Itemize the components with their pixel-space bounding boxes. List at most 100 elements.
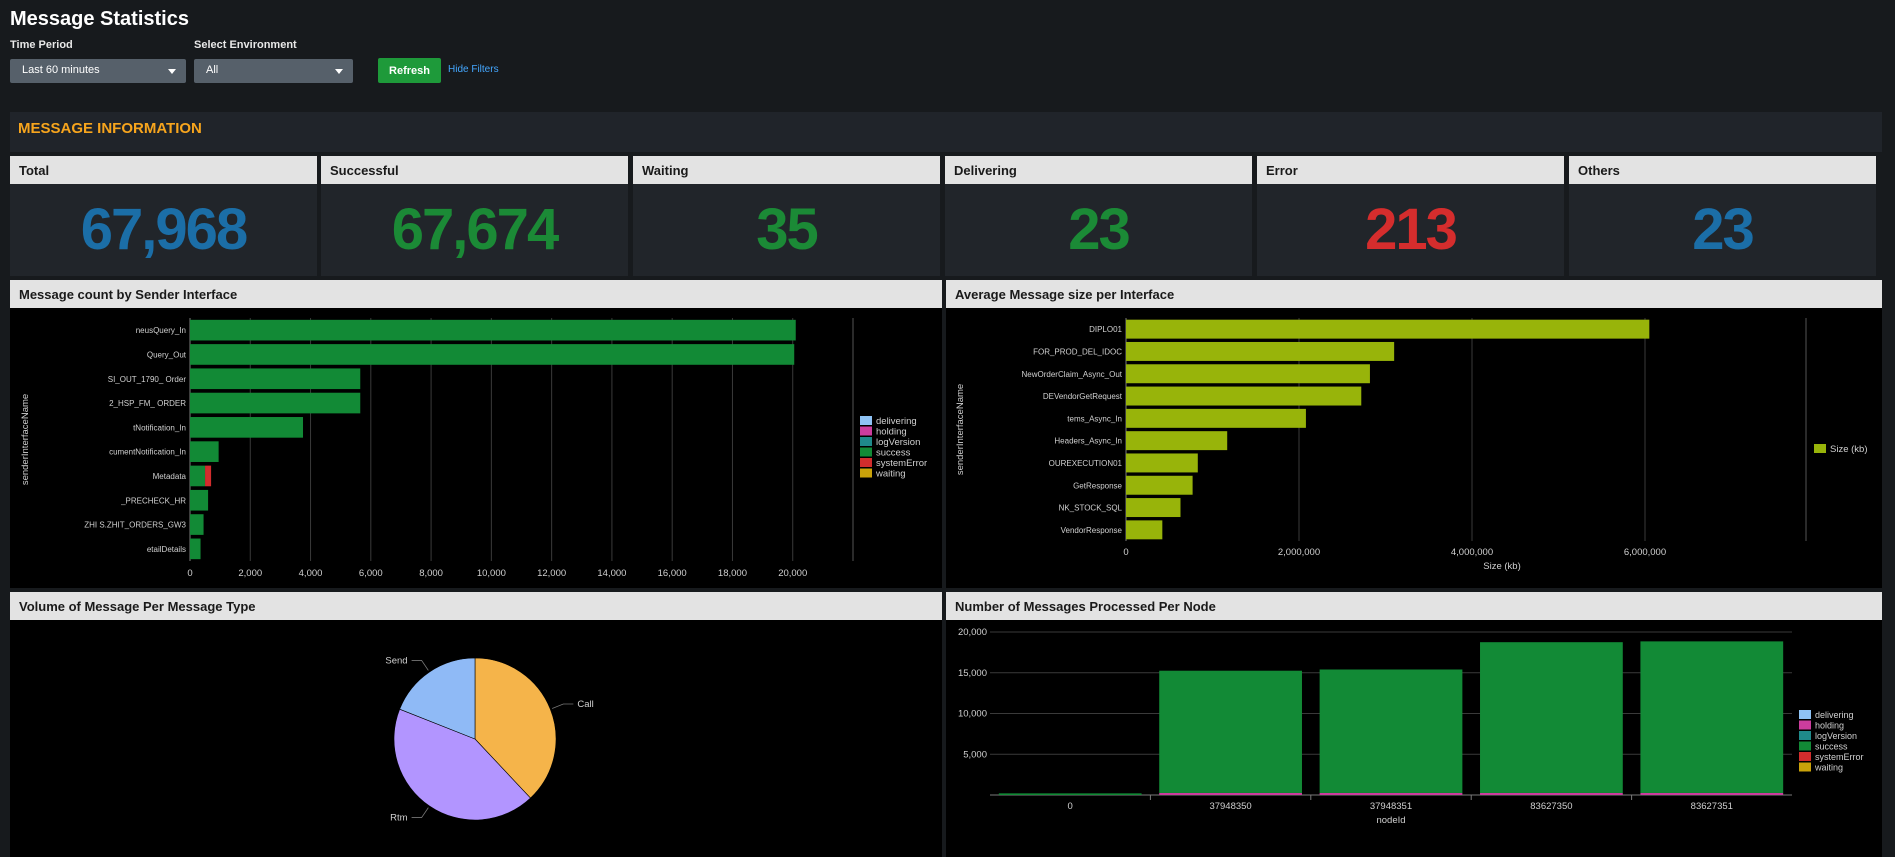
stat-label: Total (10, 156, 317, 184)
message-information-section: MESSAGE INFORMATION (10, 112, 1882, 152)
x-tick-label: 8,000 (419, 568, 443, 579)
bar-size (1126, 475, 1193, 495)
y-tick-label: 15,000 (958, 668, 987, 679)
legend-swatch (1799, 720, 1811, 730)
stat-value: 35 (756, 197, 819, 262)
y-tick-label: DEVendorGetRequest (1043, 392, 1123, 401)
y-axis-title: senderInterfaceName (955, 384, 966, 475)
legend-label: systemError (1815, 752, 1864, 762)
y-tick-label: cumentNotification_In (109, 448, 186, 457)
panel-title: Number of Messages Processed Per Node (946, 592, 1882, 620)
stat-value: 213 (1365, 197, 1458, 262)
y-tick-label: tems_Async_In (1067, 414, 1122, 423)
x-tick-label: 0 (1068, 801, 1073, 812)
x-axis-title: Size (kb) (1483, 561, 1520, 572)
y-tick-label: 5,000 (963, 749, 987, 760)
bar-success (190, 368, 361, 390)
y-tick-label: tNotification_In (133, 423, 186, 432)
node-messages-panel: Number of Messages Processed Per Node 5,… (946, 592, 1882, 857)
stat-label: Error (1257, 156, 1564, 184)
legend-label: delivering (1815, 710, 1854, 720)
time-period-dropdown[interactable]: Last 60 minutes (10, 59, 186, 83)
pie-slice-send (399, 657, 476, 740)
refresh-button[interactable]: Refresh (378, 58, 441, 83)
legend-label: holding (1815, 721, 1844, 731)
bar-size (1126, 520, 1163, 540)
stat-others: Others 23 (1569, 156, 1876, 276)
stat-value: 67,674 (391, 197, 559, 262)
pie-leader-line (552, 703, 574, 709)
y-tick-label: 20,000 (958, 627, 987, 638)
bar-size (1126, 431, 1228, 451)
legend-swatch (1799, 731, 1811, 740)
bar-success (190, 489, 209, 511)
stat-label: Others (1569, 156, 1876, 184)
legend-swatch (1799, 741, 1811, 751)
bar-size (1126, 453, 1198, 473)
bar-success (1640, 641, 1784, 793)
y-tick-label: Query_Out (147, 350, 187, 359)
legend-label: logVersion (876, 437, 920, 448)
environment-dropdown[interactable]: All (194, 59, 353, 83)
hide-filters-link[interactable]: Hide Filters (448, 64, 499, 75)
stat-waiting: Waiting 35 (633, 156, 940, 276)
node-messages-chart: 5,000 10,000 15,000 20,000 0 37948350 37948351… (958, 627, 1864, 826)
pie-slice-rtm (393, 708, 531, 821)
legend-swatch (1814, 444, 1826, 453)
bar-size (1126, 341, 1395, 361)
bar-success (998, 793, 1142, 795)
bar-success (190, 465, 206, 487)
y-tick-label: OUREXECUTION01 (1049, 459, 1123, 468)
panel-title: Average Message size per Interface (946, 280, 1882, 308)
bar-holding (1159, 792, 1302, 795)
legend-label: success (1815, 742, 1848, 752)
time-period-label: Time Period (10, 39, 73, 51)
legend-label: delivering (876, 416, 917, 427)
bar-size (1126, 386, 1362, 406)
x-axis-title: nodeId (1376, 815, 1405, 826)
legend-swatch (860, 426, 872, 436)
y-tick-label: Metadata (153, 472, 187, 481)
pie-leader-line (411, 807, 429, 818)
bar-success (1480, 642, 1623, 793)
y-tick-label: etailDetails (147, 545, 186, 554)
message-size-chart: 0 2,000,000 4,000,000 6,000,000 DIPLO01 FOR_P… (955, 318, 1867, 572)
bar-size (1126, 319, 1650, 339)
bar-success (190, 417, 304, 438)
legend-label: success (876, 448, 911, 459)
panel-title: Volume of Message Per Message Type (10, 592, 942, 620)
legend-swatch (860, 416, 872, 425)
legend-label: holding (876, 427, 907, 438)
bar-success (1319, 669, 1463, 793)
bar-success (190, 441, 219, 462)
stat-successful: Successful 67,674 (321, 156, 628, 276)
stat-value: 67,968 (80, 197, 248, 262)
bar-success (190, 392, 361, 414)
x-tick-label: 83627351 (1691, 801, 1733, 812)
legend-swatch (1799, 710, 1811, 719)
legend-swatch (860, 458, 872, 467)
stat-value: 23 (1692, 197, 1755, 262)
bar-holding (1480, 792, 1623, 795)
y-axis-title: senderInterfaceName (20, 394, 31, 485)
stat-label: Delivering (945, 156, 1252, 184)
bar-systemError (205, 465, 212, 487)
y-tick-label: NewOrderClaim_Async_Out (1022, 370, 1123, 379)
y-tick-label: NK_STOCK_SQL (1059, 504, 1123, 513)
sender-interface-panel: Message count by Sender Interface 0 2,000… (10, 280, 942, 588)
pie-label: Call (577, 699, 593, 710)
stat-label: Waiting (633, 156, 940, 184)
stat-delivering: Delivering 23 (945, 156, 1252, 276)
legend-swatch (1799, 752, 1811, 761)
message-type-chart: Call Rtm Send (385, 655, 593, 824)
pie-label: Rtm (390, 813, 408, 824)
panel-title: Message count by Sender Interface (10, 280, 942, 308)
y-tick-label: DIPLO01 (1089, 325, 1122, 334)
pie-slice-call (474, 657, 557, 799)
legend-label: waiting (875, 469, 906, 480)
sender-interface-chart: 0 2,000 4,000 6,000 8,000 10,000 12,000 14,000 1… (20, 318, 927, 579)
y-tick-label: FOR_PROD_DEL_IDOC (1033, 347, 1122, 356)
time-period-value: Last 60 minutes (22, 64, 100, 76)
stat-total: Total 67,968 (10, 156, 317, 276)
x-tick-label: 37948350 (1209, 801, 1251, 812)
